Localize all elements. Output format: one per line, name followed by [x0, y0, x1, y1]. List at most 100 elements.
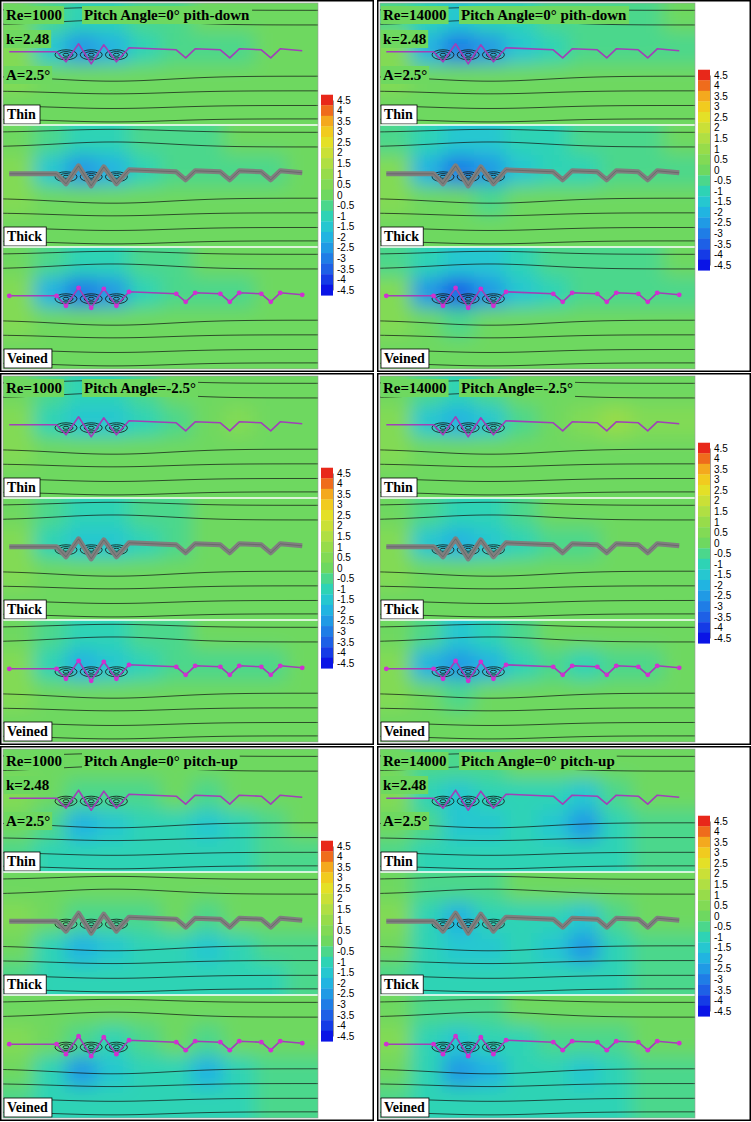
field-cell: [600, 467, 633, 498]
field-cell: [632, 1025, 665, 1057]
colorbar-tick-label: 0.5: [337, 552, 351, 563]
field-cell: [569, 216, 602, 247]
field-cell: [286, 1087, 318, 1118]
plot-frame: [3, 749, 318, 1118]
field-cell: [3, 155, 35, 187]
vein: [466, 678, 471, 683]
colorbar-tick: -0.5: [333, 200, 355, 211]
colorbar-tick-label: 1.5: [337, 904, 351, 915]
subplot: [380, 872, 695, 995]
field-cell: [443, 559, 476, 591]
streamline: [380, 571, 695, 576]
streamline: [3, 693, 318, 698]
colorbar-tick: 1: [333, 542, 343, 553]
field-cell: [192, 308, 225, 340]
field-cell: [97, 64, 130, 96]
field-cell: [286, 749, 318, 780]
subplot-label-text: Veined: [7, 351, 48, 366]
field-cell: [192, 437, 225, 469]
field-cell: [443, 1056, 476, 1088]
colorbar-tick: 2.5: [710, 858, 728, 869]
field-cell: [66, 308, 99, 340]
subplot: [380, 376, 695, 498]
field-cell: [600, 247, 633, 278]
subplot-label-text: Thick: [7, 229, 42, 244]
field-cell: [66, 841, 99, 872]
subtitle-patch: [459, 379, 575, 397]
field-cell: [600, 620, 633, 651]
streamline: [3, 464, 318, 467]
colorbar-swatch: [321, 841, 333, 852]
field-cell: [3, 186, 35, 218]
field-cell: [286, 125, 318, 156]
field-cell: [223, 933, 256, 965]
colorbar-tick-label: 2: [337, 147, 343, 158]
colorbar-swatch: [321, 542, 333, 553]
colorbar-tick: 4: [710, 453, 720, 464]
vein: [560, 299, 565, 304]
colorbar-swatch: [698, 995, 710, 1006]
field-cell: [97, 933, 130, 965]
colorbar-swatch: [698, 101, 710, 112]
colorbar-swatch: [321, 894, 333, 905]
subplot: [380, 247, 695, 369]
field-cell: [663, 559, 695, 591]
colorbar-tick: -0.5: [710, 548, 732, 559]
field-cell: [286, 559, 318, 591]
subplot-label-text: Thick: [384, 977, 419, 992]
colorbar-swatch: [321, 158, 333, 169]
field-cell: [632, 437, 665, 469]
vein: [441, 303, 446, 308]
colorbar-swatch: [698, 569, 710, 580]
annotation-text: A=2.5°: [6, 67, 50, 83]
field-cell: [286, 964, 318, 995]
streamline: [380, 708, 695, 711]
colorbar-tick-label: 1.5: [337, 531, 351, 542]
subplot-separator: [3, 124, 318, 126]
colorbar-tick-label: 0.5: [714, 527, 728, 538]
field-cell: [569, 559, 602, 591]
colorbar-tick-label: 4: [337, 105, 343, 116]
title-text: Re=14000: [383, 7, 447, 23]
colorbar-tick-label: -2: [714, 953, 723, 964]
colorbar-axis-line: [710, 76, 711, 266]
colorbar-tick-label: 2: [714, 868, 720, 879]
colorbar-tick-label: 0: [714, 165, 720, 176]
subplot: [380, 498, 695, 620]
annotation: k=2.48: [381, 776, 428, 794]
colorbar-swatch: [321, 521, 333, 532]
colorbar-tick: 0: [333, 563, 343, 574]
field-cell: [34, 247, 67, 278]
field-cell: [600, 810, 633, 842]
panel: ThinThickVeinedRe=14000Pitch Angle=0° pi…: [350, 0, 751, 399]
vortex: [465, 670, 471, 673]
field-cell: [380, 681, 412, 713]
subplot: [3, 125, 318, 247]
colorbar-tick: 3.5: [333, 116, 351, 127]
field-cell: [129, 810, 162, 842]
field-cell: [223, 64, 256, 96]
field-cell: [632, 933, 665, 965]
colorbar-tick: 2: [333, 893, 343, 904]
field-cell: [506, 964, 539, 995]
vein: [478, 286, 483, 291]
field-cell: [663, 872, 695, 903]
colorbar-tick-label: 2.5: [337, 510, 351, 521]
colorbar-swatch: [698, 517, 710, 528]
subplot-separator: [3, 619, 318, 621]
colorbar-tick-label: -1: [337, 584, 346, 595]
title-patch: [381, 752, 449, 770]
vein: [453, 1034, 458, 1039]
subtitle: Pitch Angle=-2.5°: [459, 379, 575, 397]
colorbar-swatch: [321, 116, 333, 127]
colorbar-tick-label: -4: [714, 622, 723, 633]
colorbar-swatch: [698, 580, 710, 591]
colorbar-swatch: [321, 1010, 333, 1021]
field-cell: [286, 620, 318, 651]
streamline: [3, 999, 318, 1002]
colorbar-tick-label: -1.5: [337, 221, 355, 232]
field-cell: [129, 437, 162, 469]
field-cell: [286, 498, 318, 529]
colorbar-swatch: [698, 633, 710, 644]
subplot-separator: [3, 497, 318, 499]
